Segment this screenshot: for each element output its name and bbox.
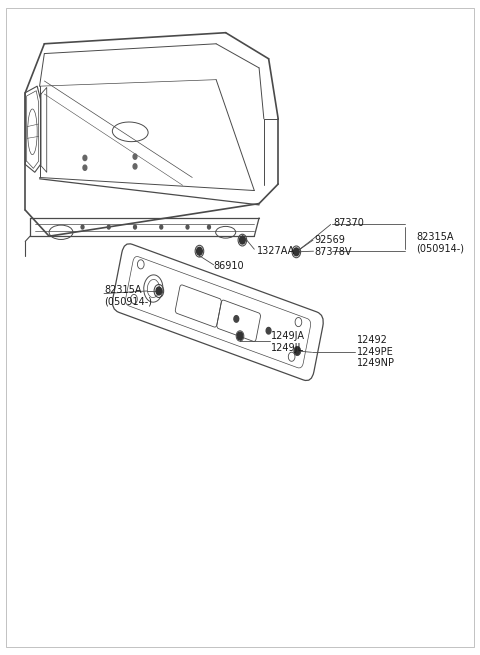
Circle shape (294, 347, 300, 355)
Circle shape (186, 225, 189, 229)
Text: 87370: 87370 (333, 218, 364, 228)
Circle shape (293, 248, 299, 255)
Circle shape (207, 225, 210, 229)
Text: 82315A
(050914-): 82315A (050914-) (417, 232, 465, 253)
Circle shape (266, 328, 271, 334)
Circle shape (108, 225, 110, 229)
Circle shape (133, 154, 137, 159)
Text: 87378V: 87378V (314, 247, 351, 257)
Text: 1327AA: 1327AA (257, 246, 295, 255)
Text: 12492
1249PE
1249NP: 12492 1249PE 1249NP (357, 335, 395, 368)
Text: 86910: 86910 (214, 261, 244, 271)
Circle shape (197, 248, 202, 255)
Circle shape (81, 225, 84, 229)
Circle shape (133, 225, 136, 229)
Text: 92569: 92569 (314, 235, 345, 245)
Circle shape (240, 236, 245, 244)
Circle shape (83, 155, 87, 160)
Circle shape (237, 332, 243, 340)
Circle shape (160, 225, 163, 229)
Text: 1249JA
1249JL: 1249JA 1249JL (271, 331, 305, 352)
Circle shape (83, 165, 87, 170)
Text: 82315A
(050914-): 82315A (050914-) (104, 286, 152, 307)
Circle shape (156, 287, 162, 295)
Circle shape (234, 316, 239, 322)
Circle shape (133, 164, 137, 169)
